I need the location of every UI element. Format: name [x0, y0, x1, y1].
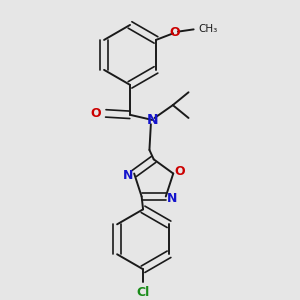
Text: N: N: [123, 169, 133, 182]
Text: O: O: [174, 165, 185, 178]
Text: O: O: [169, 26, 180, 39]
Text: Cl: Cl: [136, 286, 150, 299]
Text: N: N: [167, 192, 177, 205]
Text: CH₃: CH₃: [198, 24, 217, 34]
Text: N: N: [146, 113, 158, 127]
Text: O: O: [90, 107, 101, 120]
